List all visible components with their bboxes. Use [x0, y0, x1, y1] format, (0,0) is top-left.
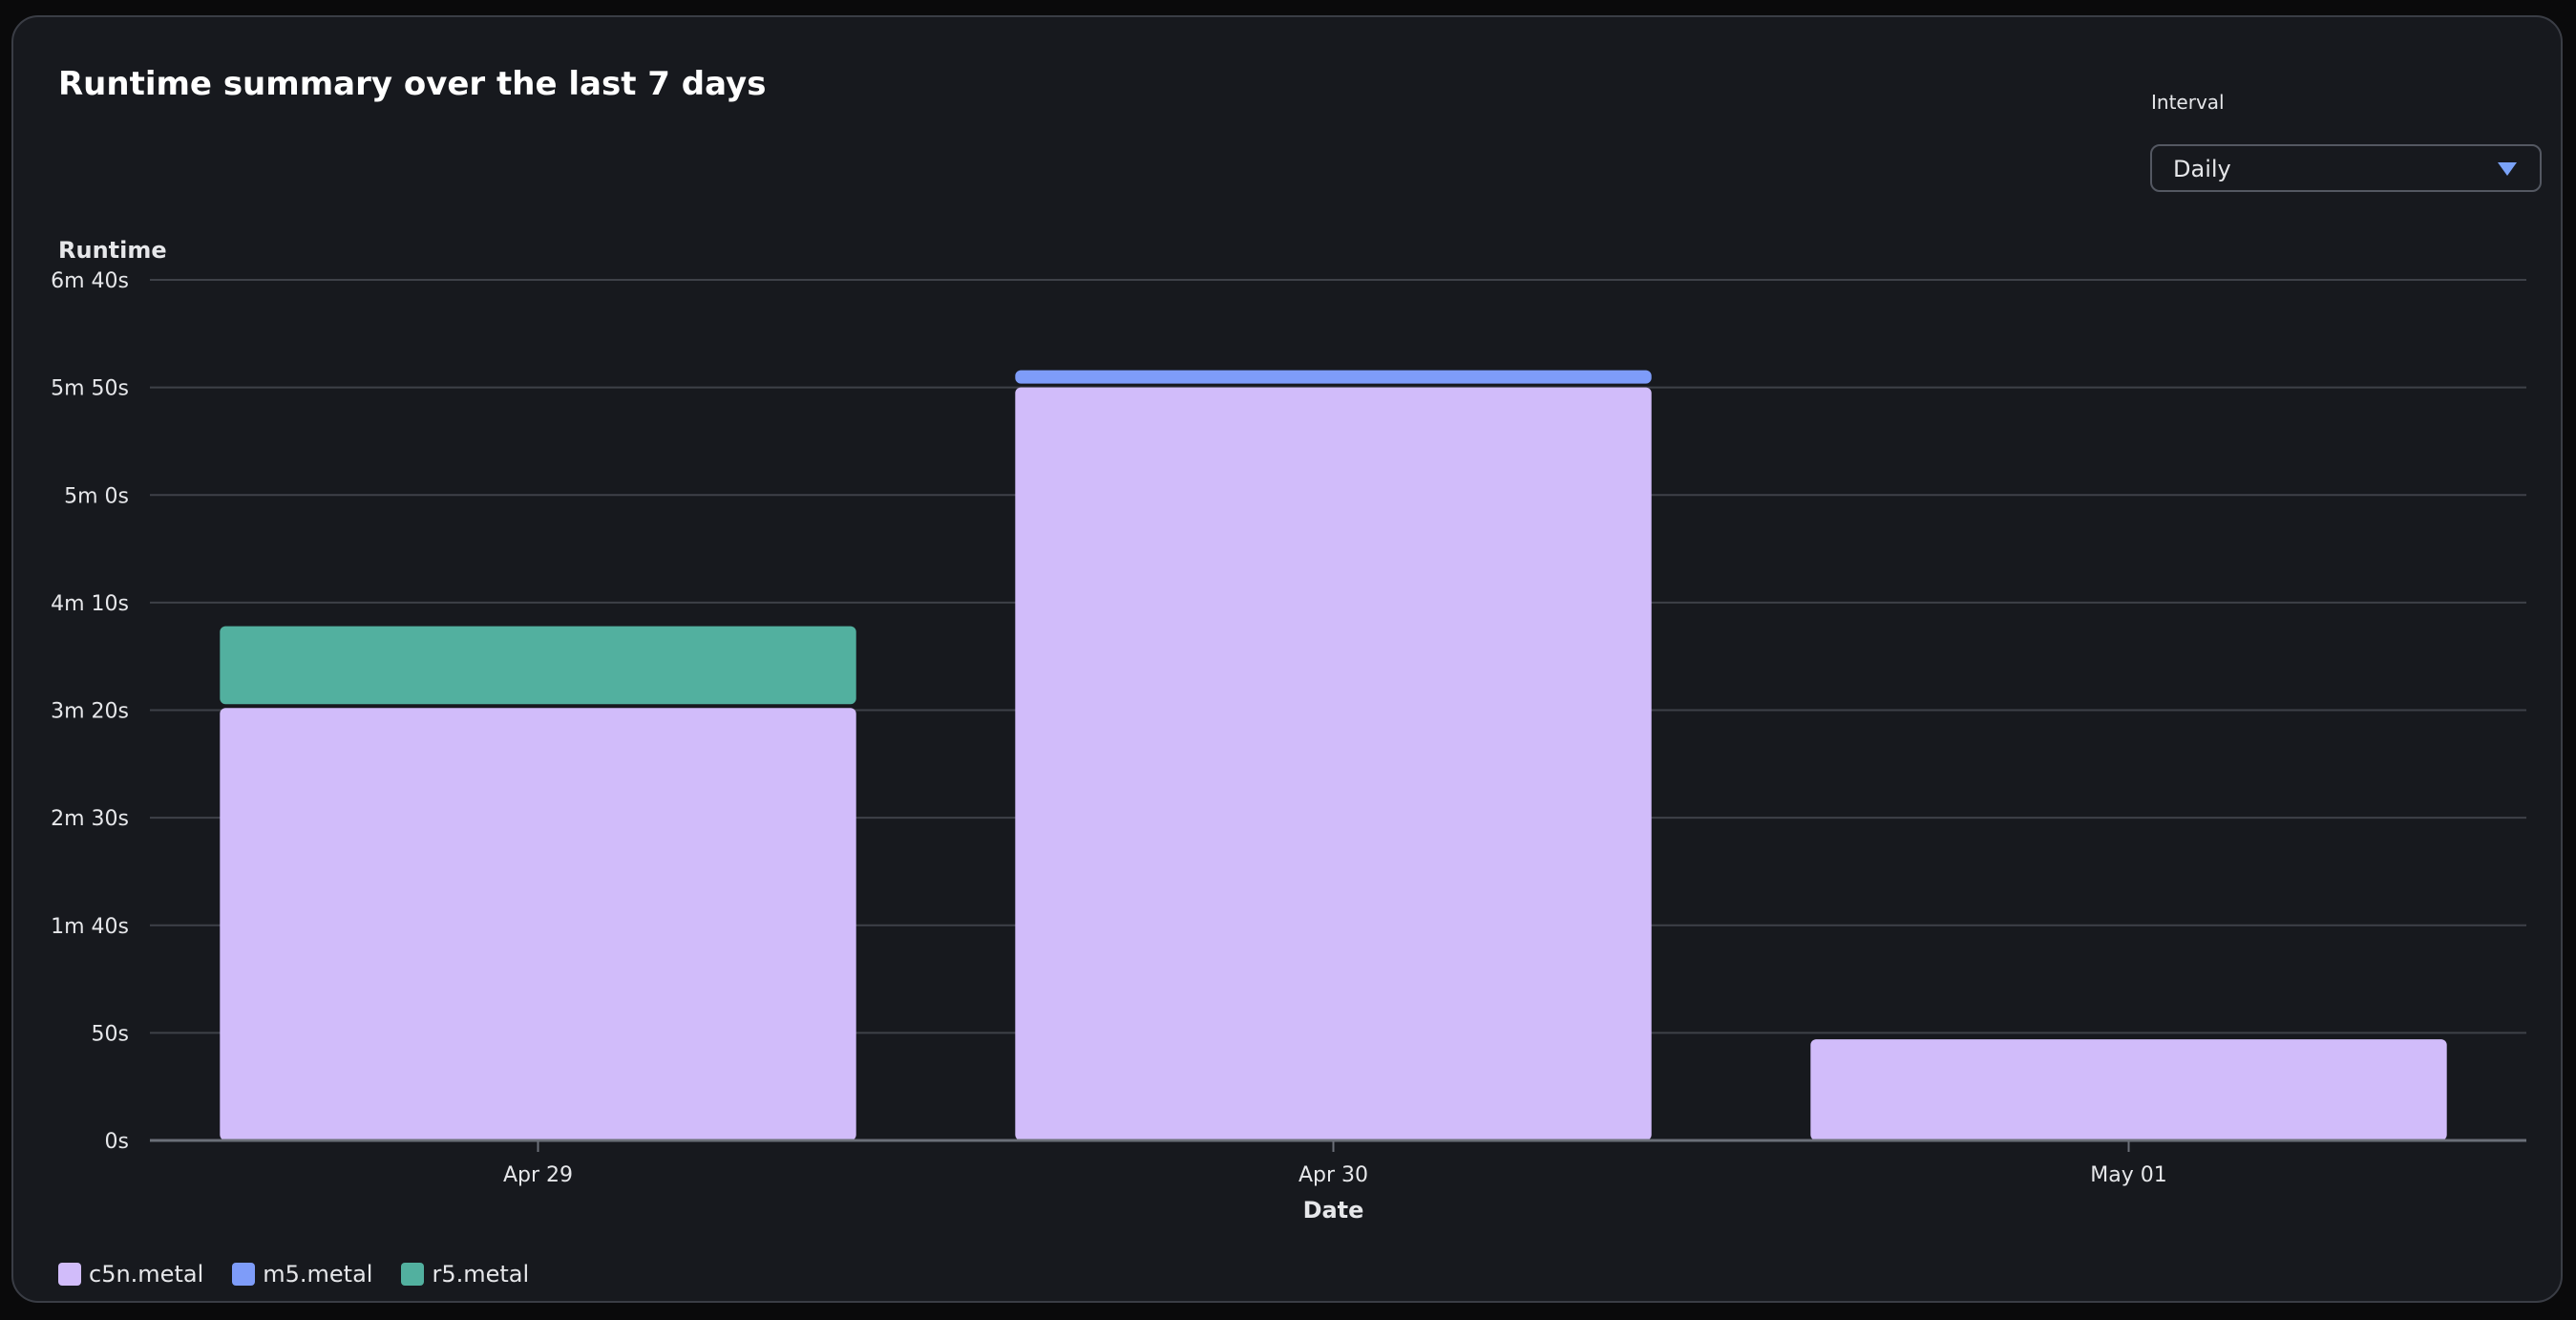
y-tick-label: 2m 30s	[51, 807, 129, 831]
x-tick-label: Apr 30	[1299, 1163, 1368, 1187]
x-axis-title: Date	[1303, 1197, 1364, 1224]
bar-c5n-metal	[1015, 387, 1652, 1140]
bar-m5-metal	[1015, 370, 1652, 384]
y-tick-label: 0s	[105, 1130, 129, 1154]
y-tick-label: 3m 20s	[51, 700, 129, 724]
legend-label: c5n.metal	[89, 1261, 204, 1288]
y-tick-label: 4m 10s	[51, 592, 129, 616]
y-axis-title: Runtime	[58, 237, 167, 264]
interval-select-value: Daily	[2173, 156, 2231, 182]
interval-label: Interval	[2151, 91, 2225, 114]
bar-c5n-metal	[220, 708, 856, 1140]
chart-title: Runtime summary over the last 7 days	[58, 65, 767, 103]
y-tick-label: 5m 0s	[64, 484, 129, 508]
legend-item[interactable]: c5n.metal	[58, 1261, 203, 1288]
legend-item[interactable]: r5.metal	[401, 1261, 529, 1288]
bar-c5n-metal	[1810, 1039, 2447, 1140]
legend-swatch	[232, 1263, 256, 1286]
x-tick-label: Apr 29	[503, 1163, 573, 1187]
x-tick-label: May 01	[2090, 1163, 2166, 1187]
y-tick-label: 1m 40s	[51, 915, 129, 939]
y-tick-label: 50s	[92, 1022, 129, 1046]
runtime-bar-chart: 0s 50s 1m 40s 2m 30s 3m 20s 4m 10s 5m 0s 5m 50s…	[51, 269, 2526, 1224]
legend-label: r5.metal	[432, 1261, 530, 1288]
legend-swatch	[58, 1263, 81, 1286]
caret-down-icon	[2498, 162, 2517, 176]
legend-label: m5.metal	[263, 1261, 373, 1288]
runtime-summary-card: Runtime summary over the last 7 days Int…	[11, 15, 2563, 1303]
legend-swatch	[401, 1263, 425, 1286]
legend-item[interactable]: m5.metal	[232, 1261, 372, 1288]
chart-legend: c5n.metal m5.metal r5.metal	[58, 1261, 529, 1288]
y-tick-label: 6m 40s	[51, 269, 129, 293]
bar-r5-metal	[220, 626, 856, 705]
y-tick-label: 5m 50s	[51, 377, 129, 401]
interval-select[interactable]: Daily	[2150, 144, 2542, 192]
